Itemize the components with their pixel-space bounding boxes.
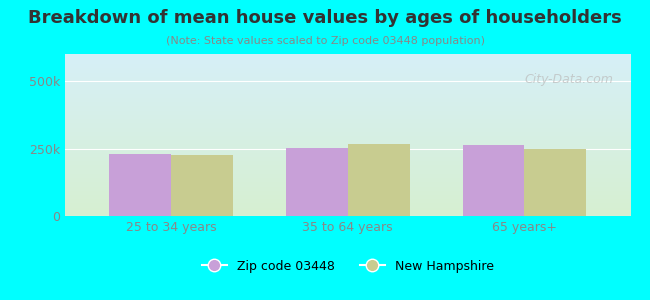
Bar — [348, 145, 410, 216]
Text: (Note: State values scaled to Zip code 03448 population): (Note: State values scaled to Zip code 0… — [166, 36, 484, 46]
Bar — [109, 154, 171, 216]
Bar — [525, 149, 586, 216]
Bar — [286, 148, 348, 216]
Text: City-Data.com: City-Data.com — [525, 74, 614, 86]
Bar — [463, 145, 525, 216]
Bar — [171, 155, 233, 216]
Text: Breakdown of mean house values by ages of householders: Breakdown of mean house values by ages o… — [28, 9, 622, 27]
Legend: Zip code 03448, New Hampshire: Zip code 03448, New Hampshire — [197, 255, 499, 278]
